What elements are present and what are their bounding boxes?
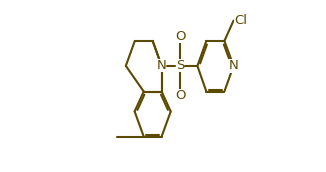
Text: O: O	[175, 30, 185, 43]
Text: O: O	[175, 89, 185, 102]
Text: N: N	[229, 59, 238, 72]
Text: N: N	[157, 59, 167, 72]
Text: S: S	[176, 59, 185, 72]
Text: Cl: Cl	[234, 14, 247, 27]
